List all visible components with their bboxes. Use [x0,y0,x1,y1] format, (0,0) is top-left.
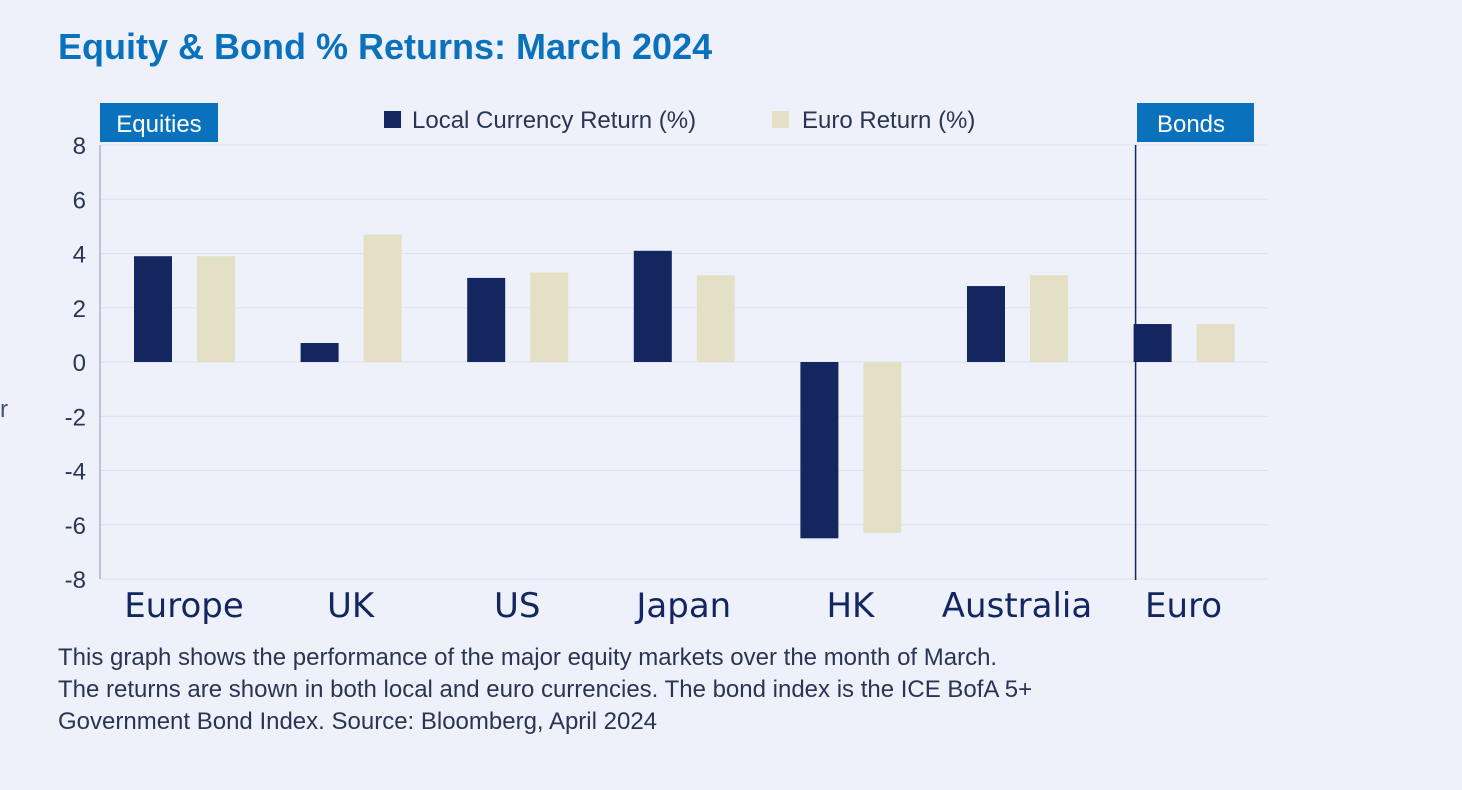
caption-line-3: Government Bond Index. Source: Bloomberg… [58,708,658,735]
bar-euro [1030,275,1068,362]
bar-local-currency [800,362,839,539]
chart-caption: This graph shows the performance of the … [58,642,1258,738]
y-tick-label: -4 [65,459,86,486]
bar-local-currency [134,256,172,362]
y-tick-label: 2 [73,296,86,323]
y-tick-label: -6 [65,513,86,540]
y-tick-label: 6 [73,187,86,214]
bar-chart: 8 6 4 2 0 -2 -4 -6 -8 Europe UK US Japan HK Australia E… [65,103,1268,626]
y-tick-label: 8 [73,133,86,160]
bonds-label: Bonds [1157,111,1225,138]
legend-swatch-euro [772,111,789,128]
equities-label-box [100,103,218,142]
legend-label-euro: Euro Return (%) [802,107,975,134]
caption-line-2: The returns are shown in both local and … [58,676,1033,703]
x-category-label: Euro [1145,586,1222,626]
equities-label: Equities [116,111,201,138]
bar-euro [863,362,902,533]
x-category-label: Japan [634,586,731,626]
y-tick-label: -2 [65,404,86,431]
bar-euro [363,234,402,362]
x-category-label: UK [327,586,376,626]
y-tick-label: 4 [73,242,86,269]
bar-local-currency [967,286,1005,362]
x-category-label: Australia [942,586,1092,626]
y-tick-label: 0 [73,350,86,377]
chart-title: Equity & Bond % Returns: March 2024 [58,26,713,67]
bar-local-currency [1133,324,1172,362]
x-category-label: US [494,586,540,626]
x-category-label: HK [826,586,876,626]
y-tick-label: -8 [65,567,86,594]
truncated-axis-text: r [0,396,8,423]
bar-euro [1196,324,1235,362]
caption-line-1: This graph shows the performance of the … [58,644,998,671]
legend-swatch-local [384,111,401,128]
bar-euro [696,275,735,362]
legend-label-local: Local Currency Return (%) [412,107,696,134]
bar-local-currency [633,250,672,362]
x-category-label: Europe [124,586,244,626]
bar-euro [530,272,569,362]
bonds-label-box [1137,103,1254,142]
bar-local-currency [300,343,339,362]
bar-euro [197,256,235,362]
bar-local-currency [467,277,506,362]
